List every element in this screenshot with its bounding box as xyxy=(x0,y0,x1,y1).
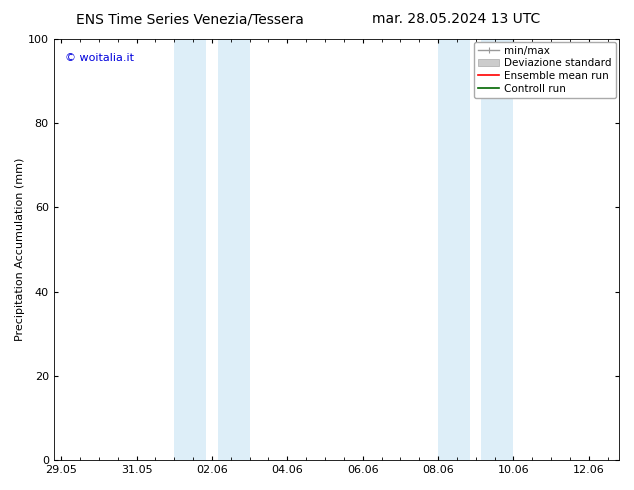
Legend: min/max, Deviazione standard, Ensemble mean run, Controll run: min/max, Deviazione standard, Ensemble m… xyxy=(474,42,616,98)
Y-axis label: Precipitation Accumulation (mm): Precipitation Accumulation (mm) xyxy=(15,158,25,341)
Bar xyxy=(481,39,514,460)
Text: mar. 28.05.2024 13 UTC: mar. 28.05.2024 13 UTC xyxy=(372,12,541,26)
Bar xyxy=(174,39,206,460)
Text: ENS Time Series Venezia/Tessera: ENS Time Series Venezia/Tessera xyxy=(76,12,304,26)
Bar xyxy=(438,39,470,460)
Text: © woitalia.it: © woitalia.it xyxy=(65,53,134,63)
Bar xyxy=(217,39,250,460)
